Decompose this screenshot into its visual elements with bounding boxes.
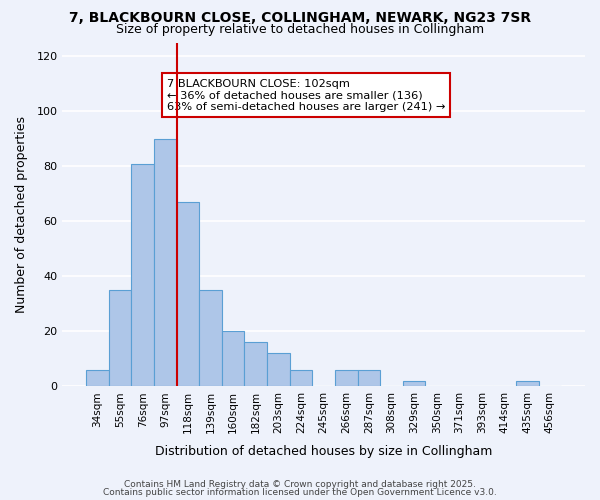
Bar: [335, 370, 358, 386]
Bar: [244, 342, 267, 386]
Bar: [86, 370, 109, 386]
Bar: [131, 164, 154, 386]
Text: 7, BLACKBOURN CLOSE, COLLINGHAM, NEWARK, NG23 7SR: 7, BLACKBOURN CLOSE, COLLINGHAM, NEWARK,…: [69, 12, 531, 26]
Text: Contains public sector information licensed under the Open Government Licence v3: Contains public sector information licen…: [103, 488, 497, 497]
Bar: [403, 381, 425, 386]
Text: Size of property relative to detached houses in Collingham: Size of property relative to detached ho…: [116, 22, 484, 36]
Bar: [290, 370, 313, 386]
Y-axis label: Number of detached properties: Number of detached properties: [15, 116, 28, 313]
Bar: [199, 290, 222, 386]
Bar: [154, 139, 176, 386]
Bar: [109, 290, 131, 386]
Bar: [358, 370, 380, 386]
Bar: [222, 332, 244, 386]
Text: Contains HM Land Registry data © Crown copyright and database right 2025.: Contains HM Land Registry data © Crown c…: [124, 480, 476, 489]
Bar: [516, 381, 539, 386]
Bar: [176, 202, 199, 386]
Text: 7 BLACKBOURN CLOSE: 102sqm
← 36% of detached houses are smaller (136)
63% of sem: 7 BLACKBOURN CLOSE: 102sqm ← 36% of deta…: [167, 78, 445, 112]
X-axis label: Distribution of detached houses by size in Collingham: Distribution of detached houses by size …: [155, 444, 493, 458]
Bar: [267, 354, 290, 386]
